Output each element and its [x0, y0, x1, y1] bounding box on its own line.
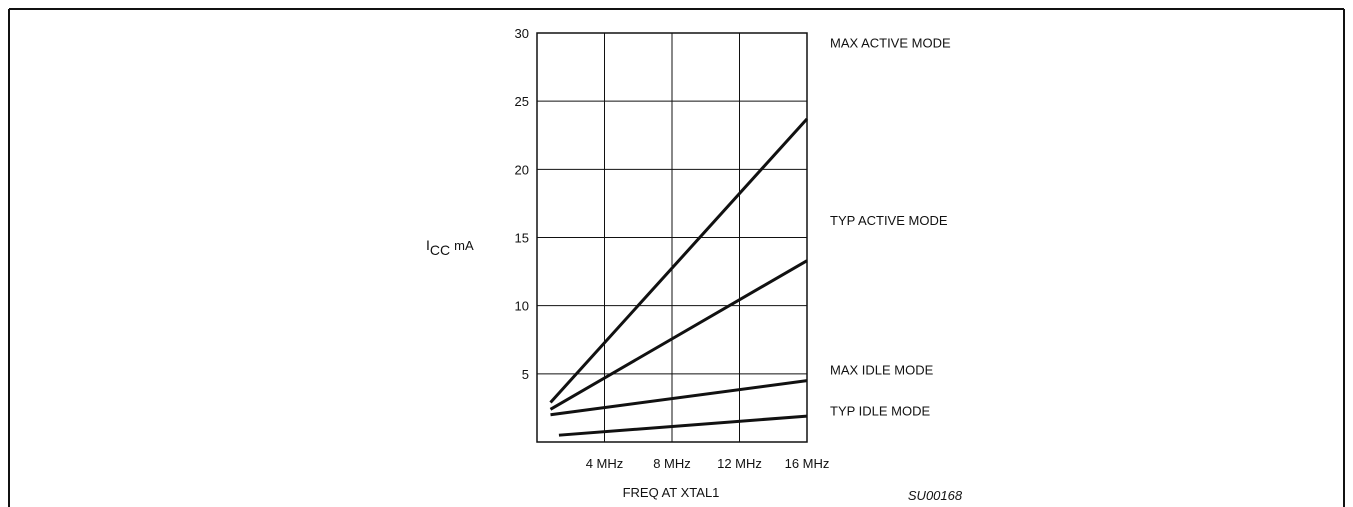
x-axis-tick-labels: 4 MHz 8 MHz 12 MHz 16 MHz — [586, 456, 830, 471]
series-label: MAX IDLE MODE — [830, 363, 934, 378]
grid-lines — [537, 32, 808, 442]
y-tick-label: 30 — [515, 26, 529, 41]
series-label: MAX ACTIVE MODE — [830, 36, 951, 51]
y-axis-label-unit: mA — [454, 238, 474, 253]
series-line — [558, 414, 808, 437]
y-axis-tick-labels: 5 10 15 20 25 30 — [515, 26, 529, 382]
y-tick-label: 10 — [515, 299, 529, 314]
series-line — [549, 259, 808, 411]
series-label: TYP IDLE MODE — [830, 404, 931, 419]
figure-id: SU00168 — [908, 488, 963, 503]
series-lines — [549, 117, 809, 437]
y-tick-label: 25 — [515, 94, 529, 109]
x-axis-label: FREQ AT XTAL1 — [623, 485, 720, 500]
x-tick-label: 8 MHz — [653, 456, 691, 471]
y-axis-label: ICC mA — [426, 237, 474, 258]
x-tick-label: 4 MHz — [586, 456, 624, 471]
y-tick-label: 20 — [515, 162, 529, 177]
y-axis-label-subscript: CC — [430, 242, 450, 258]
series-line — [550, 379, 808, 417]
y-tick-label: 15 — [515, 231, 529, 246]
y-axis-label-main: I — [426, 237, 430, 253]
y-tick-label: 5 — [522, 367, 529, 382]
plot-area — [536, 32, 808, 443]
x-tick-label: 12 MHz — [717, 456, 762, 471]
series-line — [549, 117, 809, 404]
x-tick-label: 16 MHz — [785, 456, 830, 471]
series-label: TYP ACTIVE MODE — [830, 213, 948, 228]
series-labels: MAX ACTIVE MODE TYP ACTIVE MODE MAX IDLE M… — [830, 36, 951, 419]
